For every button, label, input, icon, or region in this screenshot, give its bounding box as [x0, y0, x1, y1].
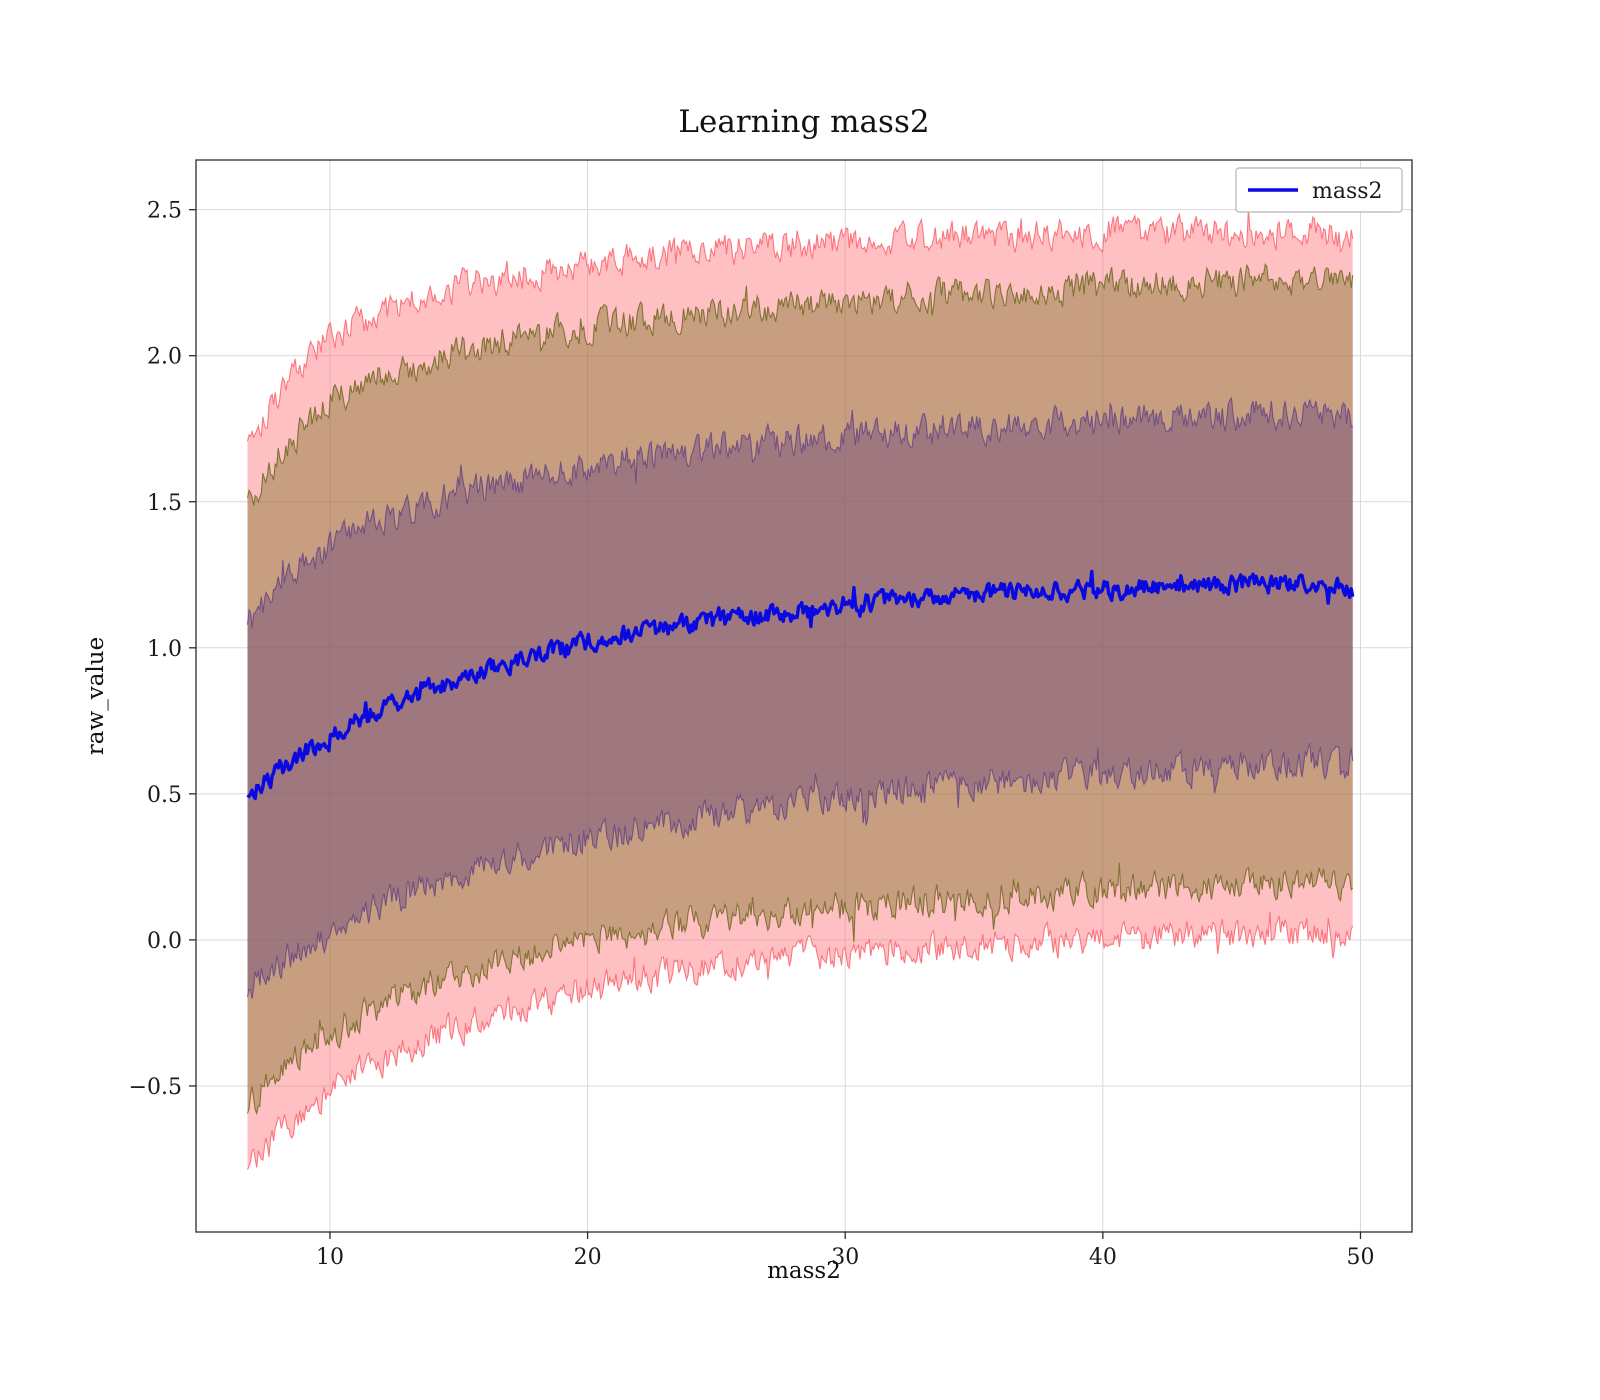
y-tick-label: 2.5	[147, 199, 182, 224]
y-axis-label: raw_value	[83, 636, 109, 756]
legend-box	[1235, 167, 1403, 213]
y-tick-label: −0.5	[129, 1075, 182, 1100]
middle-band-upper-edge	[246, 263, 1354, 506]
x-tick-label: 40	[1089, 1245, 1117, 1270]
x-tick-label: 20	[574, 1245, 602, 1270]
legend-label: mass2	[1312, 179, 1383, 204]
x-tick-label: 10	[316, 1245, 344, 1270]
middle-band-lower-edge	[246, 862, 1354, 1116]
chart-title: Learning mass2	[678, 104, 930, 140]
y-tick-label: 2.0	[147, 345, 182, 370]
y-tick-label: 0.5	[147, 783, 182, 808]
x-axis-label: mass2	[767, 1258, 841, 1284]
y-tick-label: 0.0	[147, 929, 182, 954]
axes-spines	[195, 159, 1413, 1233]
outer-band	[247, 209, 1353, 1170]
x-tick-label: 50	[1346, 1245, 1374, 1270]
inner-band-upper-edge	[246, 396, 1353, 628]
x-tick-label: 30	[831, 1245, 859, 1270]
outer-band-upper-edge	[246, 209, 1354, 442]
outer-band-lower-edge	[246, 911, 1354, 1170]
inner-band	[247, 398, 1353, 999]
inner-band-lower-edge	[246, 743, 1354, 999]
y-tick-label: 1.0	[147, 637, 182, 662]
mean-line	[246, 569, 1355, 801]
y-tick-label: 1.5	[147, 491, 182, 516]
